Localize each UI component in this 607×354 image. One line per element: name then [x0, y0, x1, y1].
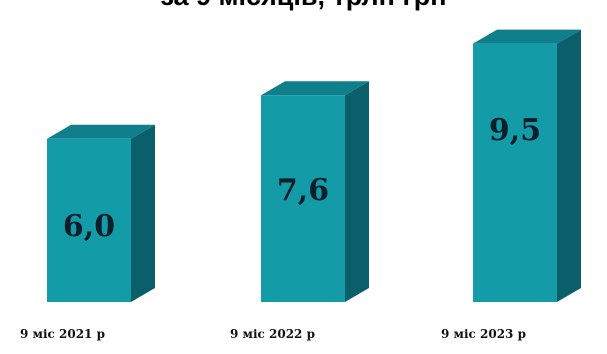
bar-side-3 [557, 29, 581, 302]
x-tick-label-2: 9 міс 2022 р [230, 327, 315, 341]
x-tick-label-1: 9 міс 2021 р [20, 327, 105, 341]
x-tick-label-3: 9 міс 2023 р [441, 327, 526, 341]
value-label-3: 9,5 [489, 113, 541, 148]
bar-3 [473, 29, 581, 302]
value-label-2: 7,6 [277, 173, 329, 208]
bar-1 [47, 124, 155, 302]
bar-top-2 [261, 81, 369, 96]
bar-side-2 [345, 81, 369, 302]
bar-2 [261, 81, 369, 302]
value-label-1: 6,0 [63, 209, 115, 244]
bar-front-2 [261, 95, 345, 302]
bar-front-3 [473, 43, 557, 302]
bar-front-1 [47, 138, 131, 302]
bar-top-1 [47, 124, 155, 139]
bar-top-3 [473, 29, 581, 44]
bar-side-1 [131, 124, 155, 302]
chart-title: за 9 місяців, трлн грн [0, 0, 607, 12]
